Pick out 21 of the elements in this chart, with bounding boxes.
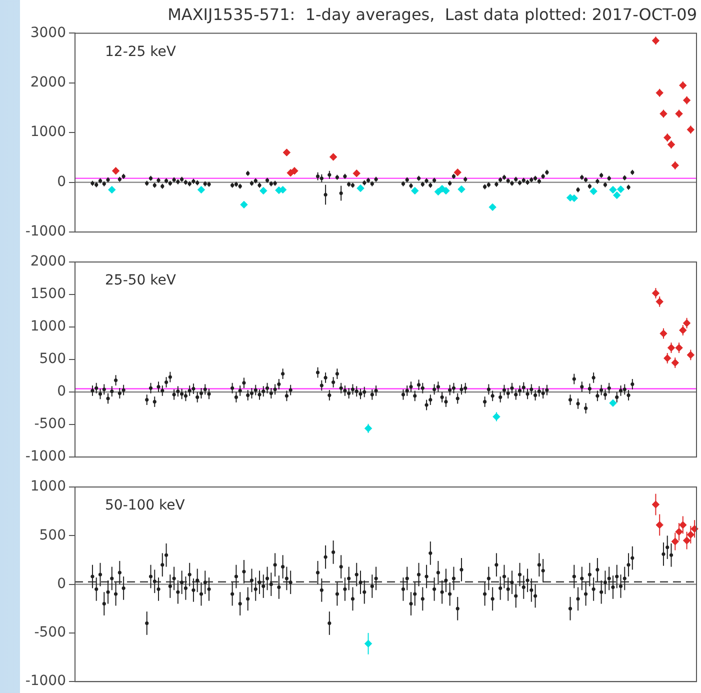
y-tick-label: 1000 bbox=[30, 124, 66, 140]
y-tick-label: 1000 bbox=[30, 478, 66, 495]
y-tick-label: -1000 bbox=[25, 448, 66, 465]
y-tick-label: 1500 bbox=[30, 286, 66, 302]
y-tick-label: -1000 bbox=[25, 673, 66, 690]
y-tick-label: 2000 bbox=[30, 74, 66, 91]
y-tick-label: -1000 bbox=[25, 224, 66, 240]
y-tick-label: 0 bbox=[57, 384, 66, 400]
y-tick-label: 500 bbox=[39, 351, 66, 368]
y-tick-label: -500 bbox=[34, 416, 66, 432]
y-tick-label: 0 bbox=[57, 174, 66, 190]
annotation: 50-100 keV bbox=[105, 498, 186, 514]
y-tick-label: 3000 bbox=[30, 24, 66, 41]
annotation: 12-25 keV bbox=[105, 44, 176, 60]
y-tick-label: 1000 bbox=[30, 318, 66, 335]
y-tick-label: 0 bbox=[57, 576, 66, 592]
chart-title: MAXIJ1535-571: 1-day averages, Last data plotted: 2017-OCT-09 bbox=[168, 4, 697, 24]
annotation: 25-50 keV bbox=[105, 272, 176, 289]
y-tick-label: -500 bbox=[34, 624, 66, 641]
y-tick-label: 500 bbox=[39, 527, 66, 544]
y-tick-label: 2000 bbox=[30, 254, 66, 270]
